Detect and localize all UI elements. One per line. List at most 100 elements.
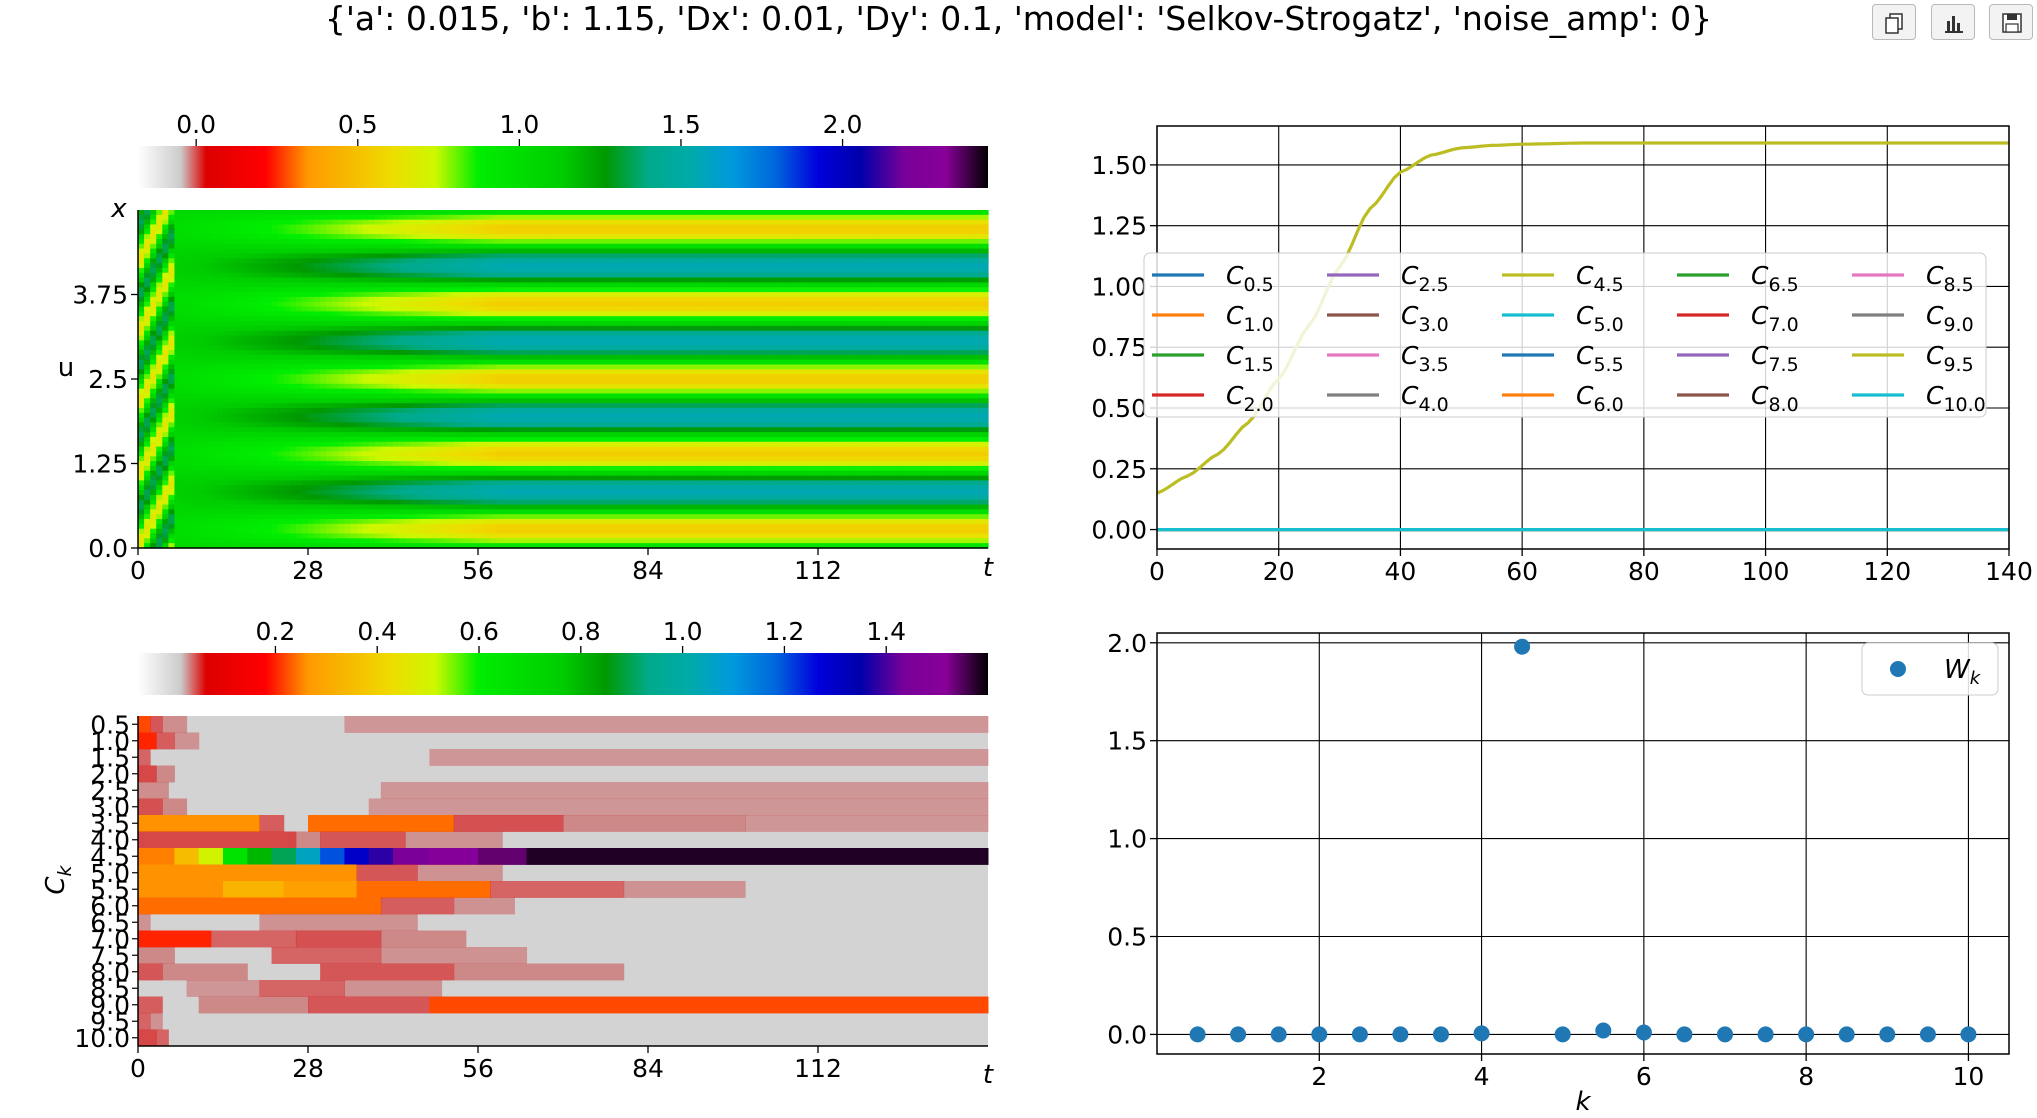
- u-heatmap-cell: [544, 340, 552, 346]
- u-heatmap-cell: [757, 243, 764, 250]
- u-heatmap-cell: [866, 311, 874, 317]
- u-heatmap-cell: [502, 282, 509, 288]
- u-heatmap-cell: [672, 248, 679, 255]
- u-heatmap-cell: [265, 330, 273, 337]
- u-heatmap-cell: [380, 224, 388, 230]
- u-heatmap-cell: [277, 359, 285, 366]
- u-heatmap-cell: [465, 258, 473, 264]
- u-heatmap-cell: [702, 306, 710, 312]
- u-heatmap-cell: [981, 374, 989, 380]
- u-heatmap-cell: [890, 253, 898, 259]
- u-heatmap-cell: [939, 238, 947, 245]
- u-heatmap-cell: [799, 335, 807, 341]
- u-heatmap-cell: [544, 258, 552, 264]
- u-heatmap-cell: [593, 301, 601, 308]
- u-heatmap-cell: [745, 234, 752, 240]
- u-heatmap-cell: [435, 258, 443, 264]
- u-heatmap-cell: [344, 359, 352, 366]
- u-heatmap-cell: [223, 258, 230, 264]
- u-heatmap-cell: [714, 364, 722, 370]
- u-heatmap-cell: [933, 272, 941, 279]
- u-heatmap-cell: [848, 253, 856, 259]
- u-heatmap-cell: [799, 214, 807, 221]
- u-heatmap-cell: [471, 263, 479, 269]
- u-heatmap-cell: [915, 354, 922, 361]
- u-heatmap-cell: [745, 214, 752, 221]
- u-heatmap-cell: [320, 350, 327, 356]
- u-heatmap-cell: [538, 219, 546, 226]
- u-heatmap-cell: [301, 350, 309, 356]
- u-heatmap-cell: [210, 330, 218, 337]
- u-heatmap-cell: [605, 287, 613, 293]
- u-heatmap-cell: [198, 325, 206, 332]
- u-heatmap-cell: [666, 301, 673, 308]
- u-heatmap-cell: [374, 253, 382, 259]
- u-heatmap-cell: [575, 359, 582, 366]
- u-heatmap-cell: [611, 296, 619, 303]
- u-heatmap-cell: [168, 267, 176, 274]
- u-heatmap-cell: [957, 292, 965, 298]
- u-heatmap-cell: [739, 277, 746, 284]
- u-heatmap-cell: [599, 354, 607, 361]
- u-heatmap-cell: [769, 277, 777, 284]
- u-heatmap-cell: [186, 210, 194, 216]
- u-heatmap-cell: [374, 359, 382, 366]
- copy-button[interactable]: [1872, 4, 1916, 40]
- u-heatmap-cell: [429, 311, 437, 317]
- u-heatmap-cell: [660, 253, 667, 259]
- u-heatmap-cell: [532, 224, 540, 230]
- u-heatmap-cell: [605, 229, 613, 235]
- u-heatmap-cell: [903, 287, 910, 293]
- u-heatmap-cell: [229, 229, 236, 235]
- u-heatmap-cell: [550, 248, 558, 255]
- u-heatmap-cell: [532, 292, 540, 298]
- u-heatmap-cell: [896, 330, 904, 337]
- u-heatmap-cell: [957, 258, 965, 264]
- save-button[interactable]: [1989, 4, 2033, 40]
- u-heatmap-cell: [848, 301, 856, 308]
- u-heatmap-cell: [629, 369, 637, 375]
- u-heatmap-cell: [575, 296, 582, 303]
- u-heatmap-cell: [690, 248, 698, 255]
- u-heatmap-cell: [981, 214, 989, 221]
- u-heatmap-cell: [192, 210, 200, 216]
- u-heatmap-cell: [368, 369, 376, 375]
- u-heatmap-cell: [162, 258, 169, 264]
- u-heatmap-cell: [581, 350, 588, 356]
- u-heatmap-cell: [860, 219, 868, 226]
- u-heatmap-cell: [569, 258, 576, 264]
- u-heatmap-cell: [393, 364, 400, 370]
- u-heatmap-cell: [417, 321, 424, 327]
- u-heatmap-cell: [587, 316, 594, 322]
- bar-chart-button[interactable]: [1931, 4, 1975, 40]
- u-heatmap-cell: [799, 306, 807, 312]
- u-heatmap-cell: [890, 292, 898, 298]
- u-heatmap-cell: [423, 359, 431, 366]
- u-heatmap-cell: [769, 248, 777, 255]
- u-heatmap-cell: [156, 330, 163, 337]
- u-heatmap-cell: [805, 287, 813, 293]
- u-heatmap-cell: [393, 369, 400, 375]
- u-heatmap-cell: [241, 224, 248, 230]
- u-heatmap-cell: [405, 234, 412, 240]
- u-heatmap-cell: [963, 354, 971, 361]
- u-heatmap-cell: [253, 316, 261, 322]
- u-heatmap-cell: [793, 272, 801, 279]
- u-heatmap-cell: [417, 258, 424, 264]
- u-heatmap-cell: [223, 364, 230, 370]
- u-heatmap-cell: [927, 214, 934, 221]
- u-heatmap-cell: [805, 325, 813, 332]
- u-heatmap-cell: [204, 229, 212, 235]
- u-heatmap-cell: [818, 214, 825, 221]
- u-heatmap-cell: [138, 369, 145, 375]
- u-heatmap-cell: [981, 325, 989, 332]
- u-heatmap-cell: [556, 340, 564, 346]
- u-heatmap-cell: [951, 359, 959, 366]
- u-heatmap-cell: [733, 321, 740, 327]
- u-heatmap-cell: [320, 316, 327, 322]
- u-heatmap-cell: [860, 258, 868, 264]
- u-heatmap-cell: [417, 359, 424, 366]
- u-heatmap-cell: [399, 354, 406, 361]
- u-heatmap-cell: [259, 345, 267, 351]
- u-heatmap-cell: [848, 243, 856, 250]
